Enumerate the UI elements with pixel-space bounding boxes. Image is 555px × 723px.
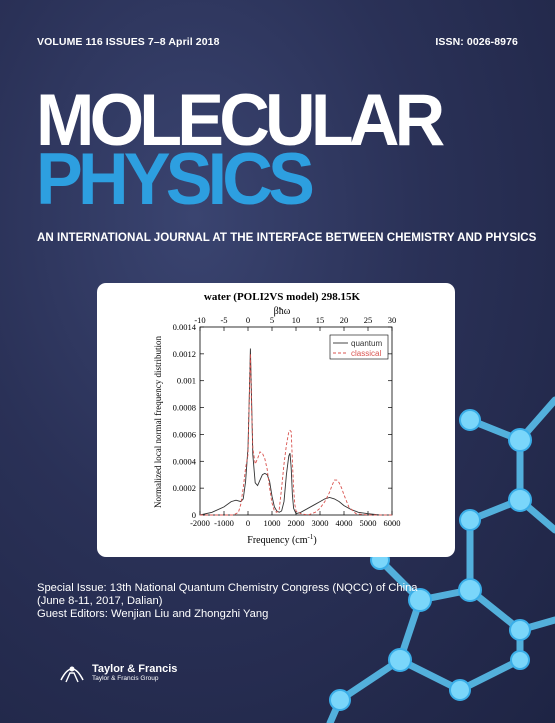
top-tick-label: 5 xyxy=(270,315,274,325)
x-tick-label: 0 xyxy=(246,518,250,528)
issn: ISSN: 0026-8976 xyxy=(435,36,518,48)
top-tick-label: 15 xyxy=(316,315,325,325)
x-tick-label: 6000 xyxy=(384,518,401,528)
chart-title: water (POLI2VS model) 298.15K xyxy=(204,291,361,303)
x-tick-label: 5000 xyxy=(360,518,377,528)
journal-title-line1: MOLECULAR xyxy=(36,80,445,161)
publisher-name: Taylor & Francis xyxy=(92,663,178,675)
x-tick-label: 3000 xyxy=(312,518,329,528)
y-tick-label: 0.0004 xyxy=(173,456,197,466)
masthead-bar: VOLUME 116 ISSUES 7–8 April 2018 ISSN: 0… xyxy=(37,36,518,48)
top-tick-label: -10 xyxy=(194,315,205,325)
x-tick-label: -2000 xyxy=(190,518,210,528)
x-tick-label: 2000 xyxy=(288,518,305,528)
publisher-group: Taylor & Francis Group xyxy=(92,675,159,682)
y-tick-label: 0.0002 xyxy=(173,483,196,493)
y-tick-label: 0.0006 xyxy=(173,429,196,439)
top-tick-label: 0 xyxy=(246,315,250,325)
publisher-logo-icon xyxy=(60,666,84,683)
x-axis-label: Frequency (cm-1) xyxy=(247,533,316,546)
special-issue-line: Special Issue: 13th National Quantum Che… xyxy=(37,582,418,594)
x-tick-label: 4000 xyxy=(336,518,353,528)
legend-label: classical xyxy=(351,349,381,358)
x-tick-label: -1000 xyxy=(214,518,234,528)
series-line-classical xyxy=(200,353,392,516)
special-issue-line: (June 8-11, 2017, Dalian) xyxy=(37,595,163,608)
y-tick-label: 0.0014 xyxy=(173,322,197,332)
journal-title-line2: PHYSICS xyxy=(36,139,315,220)
y-tick-label: 0.0012 xyxy=(173,349,196,359)
journal-subtitle: AN INTERNATIONAL JOURNAL AT THE INTERFAC… xyxy=(37,231,537,244)
y-tick-label: 0 xyxy=(192,510,196,520)
publisher-logo: Taylor & Francis Taylor & Francis Group xyxy=(58,660,177,686)
x-tick-label: 1000 xyxy=(264,518,281,528)
top-axis-label: βħω xyxy=(274,306,291,317)
series-line-quantum xyxy=(199,348,392,516)
legend-label: quantum xyxy=(351,339,382,348)
volume-issue: VOLUME 116 ISSUES 7–8 April 2018 xyxy=(37,36,220,48)
special-issue-line: Guest Editors: Wenjian Liu and Zhongzhi … xyxy=(37,608,269,621)
frequency-chart: water (POLI2VS model) 298.15K βħω -2000-… xyxy=(153,291,401,546)
top-tick-label: 20 xyxy=(340,315,349,325)
y-tick-label: 0.001 xyxy=(177,376,196,386)
top-tick-label: 25 xyxy=(364,315,373,325)
legend-box xyxy=(329,334,389,360)
top-tick-label: 30 xyxy=(388,315,397,325)
top-tick-label: 10 xyxy=(292,315,301,325)
special-issue-info: Special Issue: 13th National Quantum Che… xyxy=(37,582,418,622)
cover-figure: water (POLI2VS model) 298.15K βħω -2000-… xyxy=(97,283,455,557)
y-tick-label: 0.0008 xyxy=(173,403,196,413)
top-tick-label: -5 xyxy=(220,315,227,325)
y-axis-label: Normalized local normal frequency distri… xyxy=(153,336,163,508)
